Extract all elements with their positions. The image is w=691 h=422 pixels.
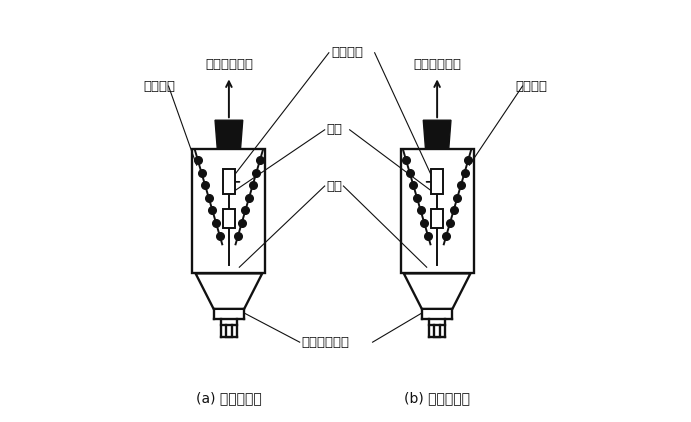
Bar bbox=[431, 209, 443, 227]
Text: 润滑油道接口: 润滑油道接口 bbox=[302, 335, 350, 349]
Bar bbox=[225, 325, 232, 337]
Bar bbox=[434, 325, 440, 337]
Polygon shape bbox=[215, 120, 243, 149]
Text: (a) 油压下降时: (a) 油压下降时 bbox=[196, 391, 262, 406]
Text: 弹簧: 弹簧 bbox=[327, 123, 343, 136]
Bar bbox=[401, 149, 473, 273]
Text: 可变电阔: 可变电阔 bbox=[144, 80, 176, 92]
Text: 接机油压力表: 接机油压力表 bbox=[205, 59, 253, 71]
Bar bbox=[223, 169, 235, 195]
Bar bbox=[431, 169, 443, 195]
Text: 接机油压力表: 接机油压力表 bbox=[413, 59, 461, 71]
Text: 膜片: 膜片 bbox=[327, 179, 343, 192]
Polygon shape bbox=[424, 120, 451, 149]
Polygon shape bbox=[404, 273, 471, 309]
Text: (b) 油压升高时: (b) 油压升高时 bbox=[404, 391, 470, 406]
Bar bbox=[193, 149, 265, 273]
Polygon shape bbox=[196, 273, 262, 309]
Text: 可变电阔: 可变电阔 bbox=[515, 80, 547, 92]
Bar bbox=[223, 209, 235, 227]
Text: 滑动触臂: 滑动触臂 bbox=[331, 46, 363, 59]
